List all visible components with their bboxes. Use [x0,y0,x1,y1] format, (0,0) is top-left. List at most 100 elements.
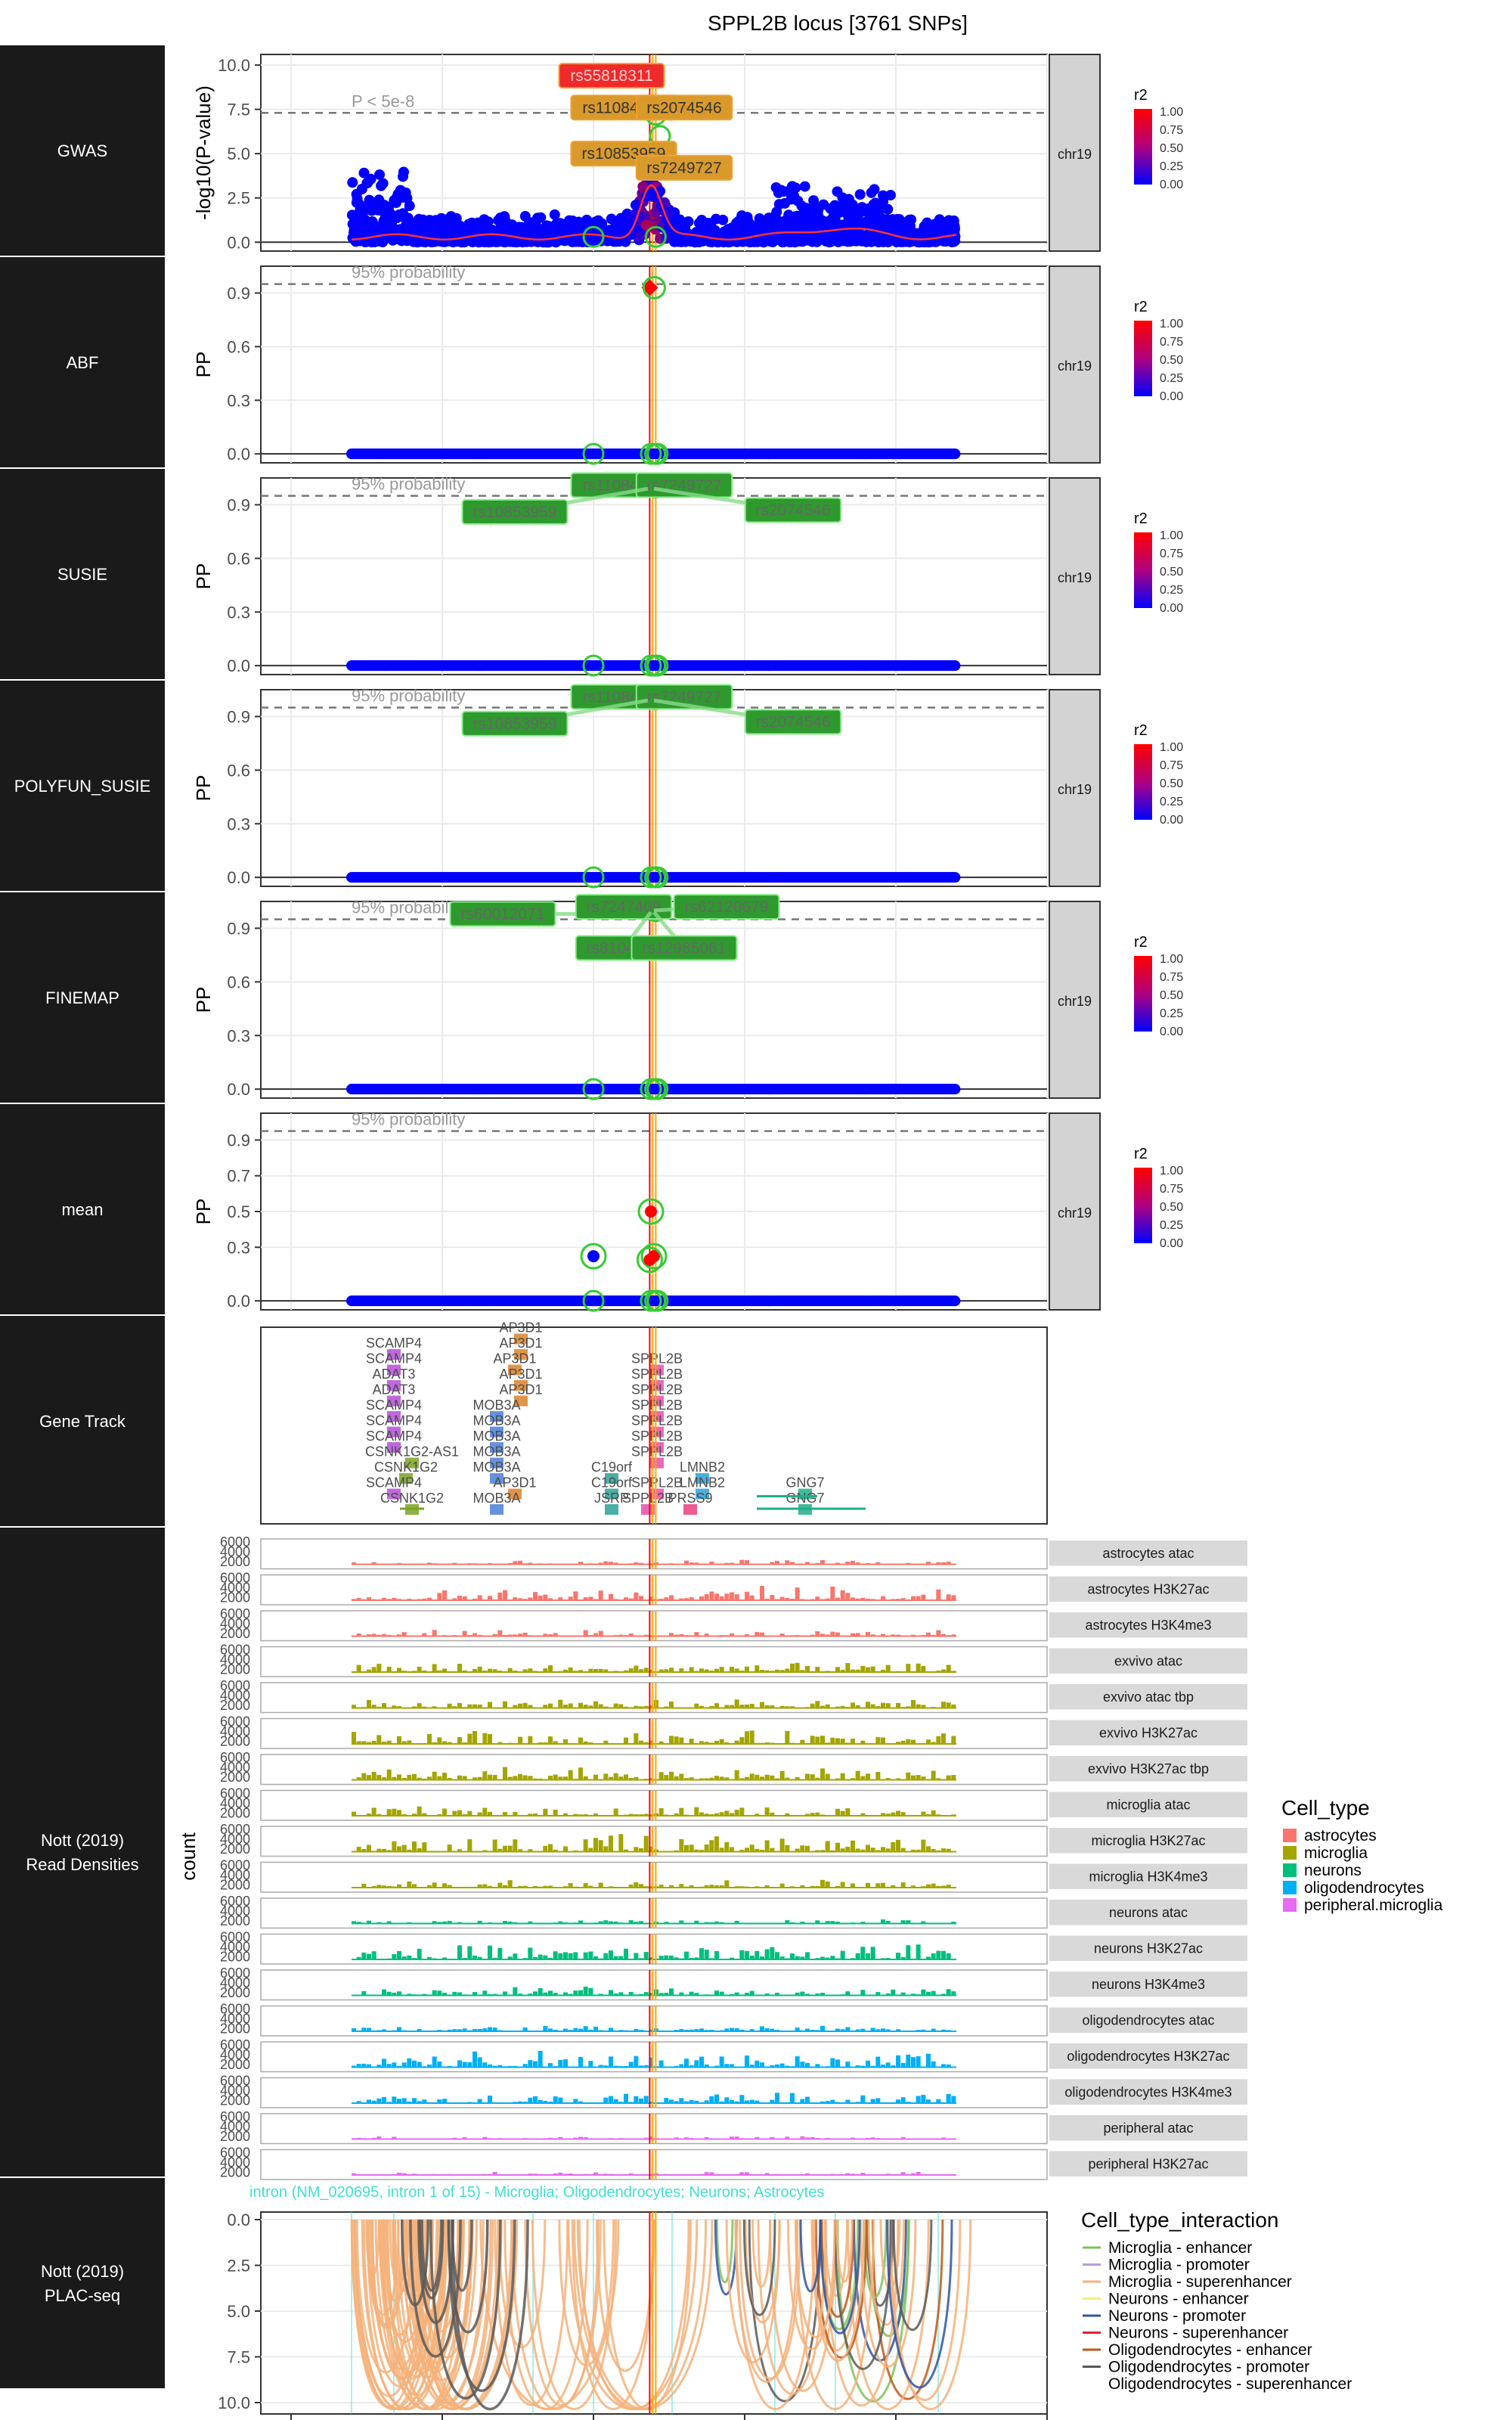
density-bar [694,1671,699,1672]
density-bar [830,1631,835,1637]
gwas-ytick-label: 0.0 [227,233,250,252]
density-bar [704,1634,709,1637]
density-bar [598,1590,603,1600]
gene-label: SPPL2B [631,1382,683,1398]
density-bar [578,1702,583,1708]
density-bar [855,1705,860,1708]
density-bar [432,1664,437,1672]
finemap-r2-tick-label: 0.50 [1160,989,1183,1002]
snp-point [683,216,694,228]
snp-point [347,177,358,188]
polyfun-ytick-label: 0.9 [227,707,250,726]
density-bar [951,1671,956,1672]
susie-ytick-label: 0.0 [227,656,250,675]
snp-label: rs10853959 [473,715,557,733]
density-bar [628,1633,634,1637]
gwas-r2-tick-label: 0.00 [1160,178,1183,191]
density-bar [815,1631,820,1637]
density-bar [583,1705,588,1708]
snp-label: rs10853959 [473,504,557,521]
read-densities-strip [0,1528,165,2176]
density-bar [528,1668,533,1672]
density-bar [376,1664,382,1672]
gene-label: SPPL2B [631,1429,683,1444]
density-bar [800,1599,805,1600]
snp-label: rs7249727 [646,160,721,177]
snp-point [764,220,775,231]
density-bar [522,1633,528,1637]
density-bar [432,1706,437,1708]
finemap-threshold-label: 95% probability [352,898,465,917]
density-bar [548,1703,553,1708]
read-densities-strip-label: Nott (2019) [41,1831,124,1850]
density-bar [745,1666,749,1672]
finemap-r2-tick-label: 0.00 [1160,1025,1183,1038]
density-bar [427,1597,432,1600]
density-bar [664,1669,669,1672]
finemap-ytick-label: 0.6 [227,973,250,991]
finemap-r2-tick-label: 1.00 [1160,953,1183,966]
density-bar [528,1597,533,1600]
density-bar [770,1595,775,1600]
gene-label: AP3D1 [499,1336,542,1351]
density-bar [497,1592,503,1600]
abf-r2-tick-label: 0.00 [1160,390,1183,403]
density-bar [760,1586,764,1600]
density-bar [845,1663,850,1672]
abf-ylabel: PP [192,352,215,378]
density-bar [583,1597,588,1600]
susie-panel-border [260,477,1048,675]
density-bar [422,1633,427,1637]
snp-label: rs55818311 [570,67,652,85]
density-bar [548,1634,553,1637]
density-bar [704,1669,709,1672]
snp-point [859,232,870,244]
gene-label: SPPL2B [631,1413,683,1429]
snp-point [742,212,753,223]
density-bar [855,1633,860,1637]
density-bar [669,1563,674,1565]
density-bar [513,1561,518,1565]
density-bar [926,1562,931,1565]
density-bar [382,1634,386,1637]
density-bar [634,1562,639,1565]
density-bar [800,1670,805,1672]
density-bar [397,1634,401,1637]
susie-r2-tick-label: 0.50 [1160,566,1183,579]
gwas-strip [0,45,165,256]
density-bar [477,1595,482,1600]
density-bar [739,1671,745,1672]
density-bar [664,1706,669,1708]
density-bar [946,1594,951,1600]
density-bar [689,1597,694,1600]
gene-label: ADAT3 [373,1382,416,1398]
susie-r2-tick-label: 0.25 [1160,584,1183,597]
density-facet-label: astrocytes H3K27ac [1087,1581,1209,1596]
density-bar [658,1599,664,1600]
density-bar [658,1669,664,1672]
snp-point [854,207,865,219]
density-bar [568,1596,573,1600]
density-bar [779,1670,785,1672]
density-bar [583,1630,588,1637]
density-bar [477,1634,482,1637]
density-bar [739,1559,745,1565]
snp-point [549,209,560,220]
density-bar [397,1706,401,1708]
density-bar [749,1595,754,1600]
density-bar [850,1597,855,1600]
density-bar [624,1635,628,1637]
mean-r2-tick-label: 1.00 [1160,1165,1183,1177]
density-bar [488,1562,492,1565]
gene-label: MOB3A [472,1429,520,1444]
density-bar [371,1562,376,1565]
snp-point [351,222,362,234]
density-bar [795,1635,800,1637]
density-bar [417,1666,422,1672]
abf-r2-tick-label: 1.00 [1160,318,1183,330]
density-bar [462,1630,467,1637]
gwas-r2-tick-label: 1.00 [1160,106,1183,119]
snp-point [847,199,858,210]
